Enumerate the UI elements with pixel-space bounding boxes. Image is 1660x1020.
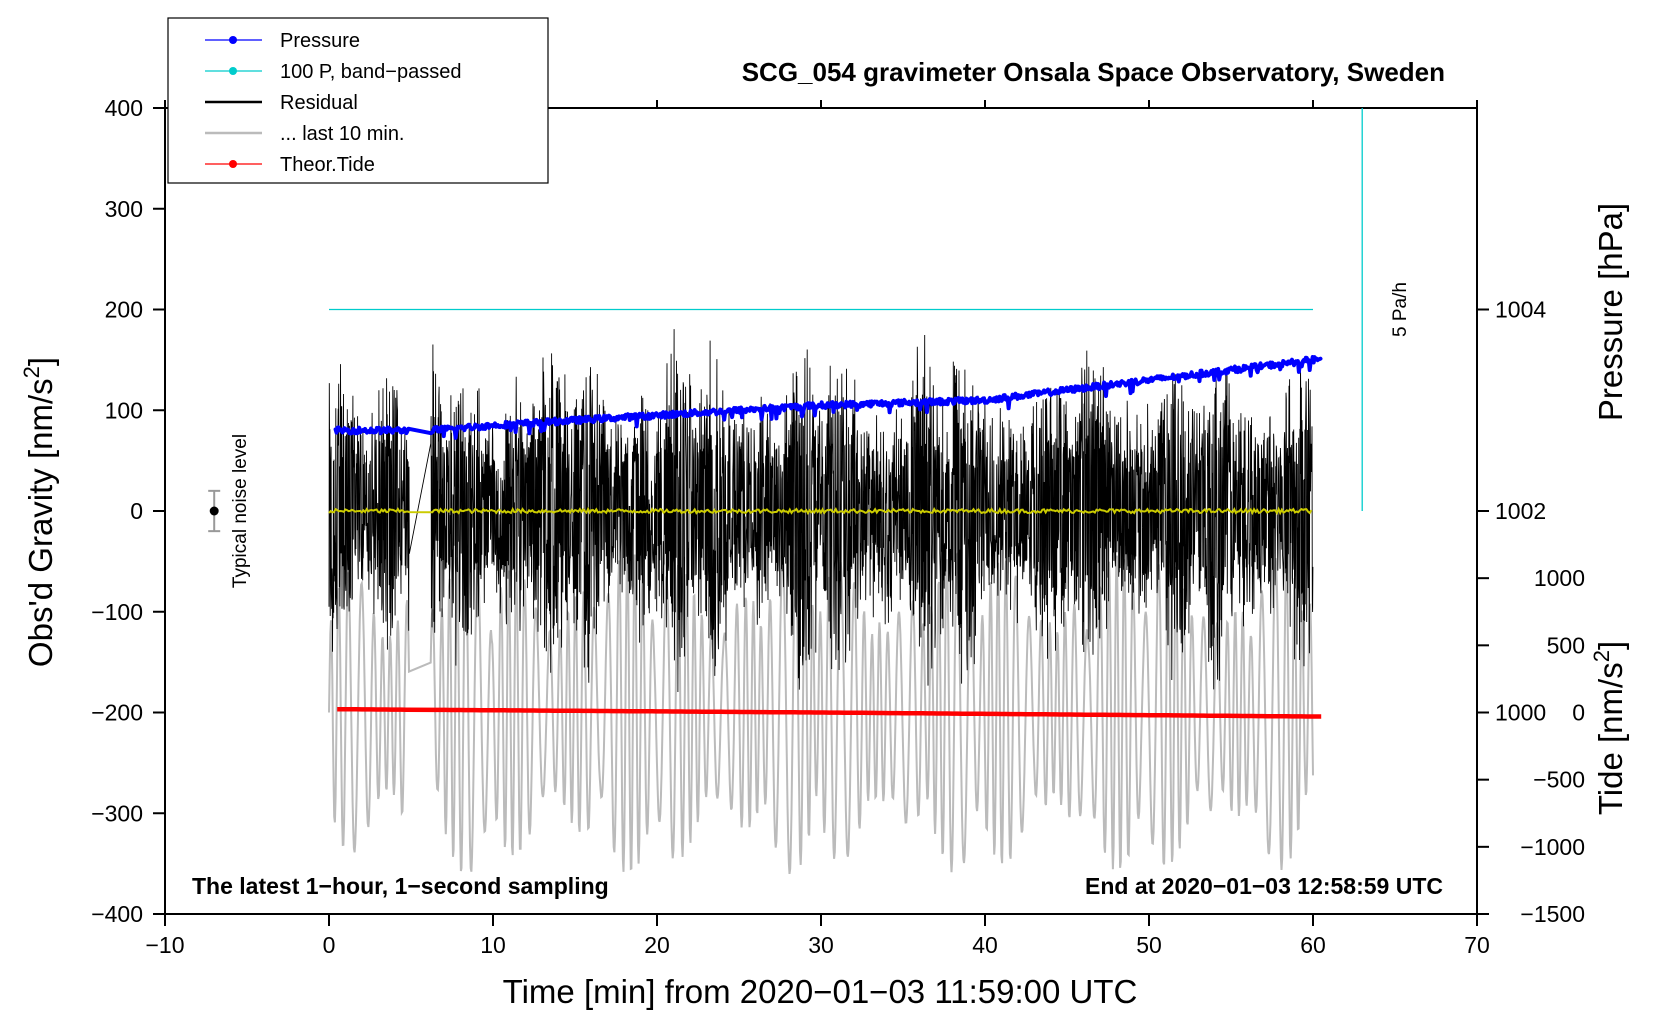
- y-tick-label: 0: [130, 498, 143, 524]
- y-tick-label: 400: [105, 95, 143, 121]
- pressure-series: [333, 355, 1323, 440]
- x-tick-label: 30: [808, 932, 834, 958]
- legend-label: Residual: [280, 92, 358, 114]
- y-tick-label: 300: [105, 196, 143, 222]
- legend-marker: [229, 67, 237, 75]
- sampling-note: The latest 1−hour, 1−second sampling: [192, 873, 609, 899]
- x-tick-label: −10: [145, 932, 184, 958]
- y-tick-label: 100: [105, 397, 143, 423]
- legend-marker: [229, 160, 237, 168]
- tide-tick-label: 0: [1572, 700, 1585, 726]
- y-axis-title-pressure: Pressure [hPa]: [1592, 203, 1629, 421]
- rate-label: 5 Pa/h: [1390, 282, 1411, 337]
- x-tick-label: 50: [1136, 932, 1162, 958]
- tide-line: [337, 706, 1322, 719]
- pressure-tick-label: 1000: [1495, 700, 1546, 726]
- legend-label: Pressure: [280, 30, 360, 52]
- tide-tick-label: −1000: [1520, 834, 1585, 860]
- end-time-note: End at 2020−01−03 12:58:59 UTC: [1085, 873, 1443, 899]
- y-tick-label: 200: [105, 297, 143, 323]
- x-tick-label: 20: [644, 932, 670, 958]
- noise-level-label: Typical noise level: [230, 434, 251, 588]
- smoothed-residual-line: [328, 506, 1313, 516]
- y-tick-label: −400: [91, 901, 143, 927]
- pressure-tick-label: 1002: [1495, 498, 1546, 524]
- axes: −10 0 10 20 30 40 50 60 704003002001000−100−200−…: [91, 95, 1585, 958]
- tide-tick-label: −1500: [1520, 901, 1585, 927]
- y-tick-label: −100: [91, 599, 143, 625]
- legend-box: [167, 17, 549, 184]
- x-tick-label: 70: [1464, 932, 1490, 958]
- annotations: Typical noise level 5 Pa/h: [208, 108, 1411, 588]
- y-axis-title-tide: Tide [nm/s2]: [1589, 641, 1629, 815]
- last-10-min-series: [328, 550, 1314, 875]
- legend-label: Theor.Tide: [280, 154, 375, 176]
- legend-label: ... last 10 min.: [280, 123, 405, 145]
- noise-point: [209, 506, 219, 516]
- legend: Pressure 100 P, band−passed Residual ... la…: [167, 17, 549, 184]
- tide-tick-label: 500: [1547, 632, 1585, 658]
- x-tick-label: 40: [972, 932, 998, 958]
- y-tick-label: −300: [91, 800, 143, 826]
- residual-line: [328, 329, 1314, 693]
- legend-label: 100 P, band−passed: [280, 61, 461, 83]
- tide-tick-label: −500: [1533, 767, 1585, 793]
- y-tick-label: −200: [91, 700, 143, 726]
- x-tick-label: 10: [480, 932, 506, 958]
- x-axis-title: Time [min] from 2020−01−03 11:59:00 UTC: [503, 973, 1138, 1010]
- x-tick-label: 60: [1300, 932, 1326, 958]
- pressure-line: [333, 355, 1323, 440]
- theoretical-tide-series: [337, 706, 1322, 719]
- y-axis-title-left: Obs'd Gravity [nm/s2]: [19, 357, 59, 667]
- tide-tick-label: 1000: [1534, 565, 1585, 591]
- last-10-min-line: [328, 550, 1314, 875]
- smoothed-residual-series: [328, 506, 1313, 516]
- chart-title: SCG_054 gravimeter Onsala Space Observat…: [742, 57, 1445, 87]
- x-tick-label: 0: [323, 932, 336, 958]
- residual-series: [328, 329, 1314, 693]
- pressure-tick-label: 1004: [1495, 297, 1546, 323]
- legend-marker: [229, 36, 237, 44]
